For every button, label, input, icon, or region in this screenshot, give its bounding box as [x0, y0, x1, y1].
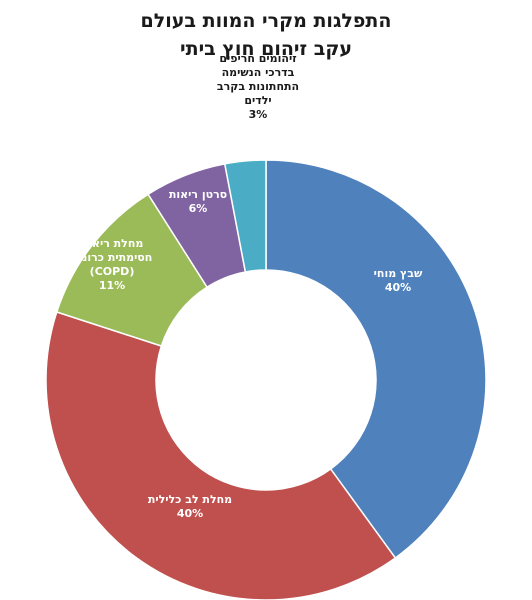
slice-label: סרטן ריאות 6%	[169, 188, 227, 215]
slice-label-line: זיהומים חריפים	[219, 52, 296, 65]
chart-title-line-1: התפלגות מקרי המוות בעולם	[140, 10, 392, 32]
donut-slice	[223, 159, 267, 273]
slice-label-line: (COPD)	[90, 265, 135, 278]
slice-percent: 40%	[385, 281, 411, 294]
slice-label: שבץ מוחי 40%	[374, 267, 423, 294]
slice-label-line: התחתונות בקרב	[217, 80, 299, 93]
slice-percent: 3%	[249, 108, 268, 121]
slice-label-line: סרטן ריאות	[169, 188, 227, 201]
slice-label-line: חסימתית כרונית	[72, 251, 153, 264]
slice-label-line: מחלת ריאות	[81, 237, 144, 250]
slice-label-line: שבץ מוחי	[374, 267, 423, 280]
slice-label: מחלת לב כלילית 40%	[148, 493, 232, 520]
slice-percent: 11%	[99, 279, 125, 292]
slice-label-line: ילדים	[244, 94, 271, 107]
donut-slice	[45, 311, 397, 600]
slice-label: מחלת ריאות חסימתית כרונית (COPD) 11%	[72, 237, 153, 292]
slice-percent: 6%	[189, 202, 208, 215]
chart-title-line-2: עקב זיהום חוץ ביתי	[180, 38, 352, 60]
donut-slice	[265, 159, 487, 560]
slice-label-line: בדרכי הנשימה	[222, 66, 295, 79]
slice-label: זיהומים חריפים בדרכי הנשימה התחתונות בקרב י…	[217, 52, 299, 121]
slice-percent: 40%	[177, 507, 203, 520]
slice-label-line: מחלת לב כלילית	[148, 493, 232, 506]
